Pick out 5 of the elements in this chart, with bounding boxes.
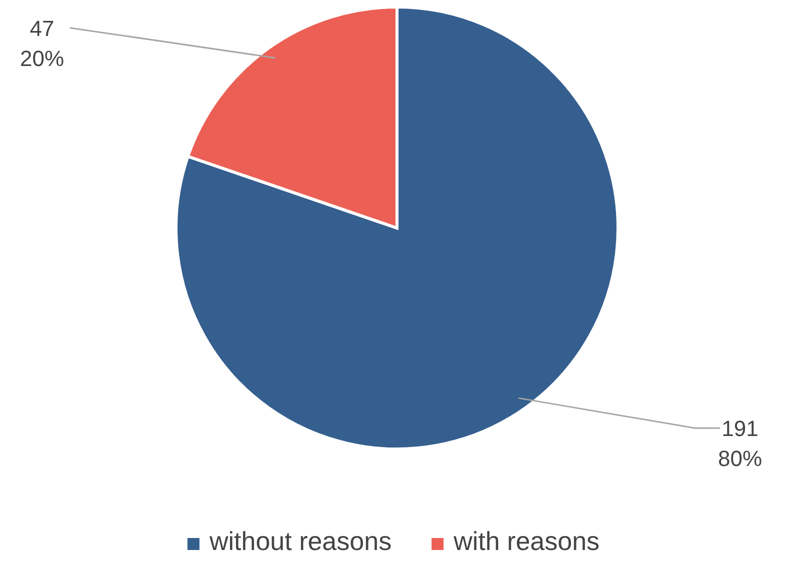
- legend-label: with reasons: [452, 526, 600, 556]
- data-label: 191 80%: [718, 416, 762, 472]
- legend-label: without reasons: [208, 526, 392, 556]
- data-label: 47 20%: [20, 16, 64, 71]
- pie-slice: [174, 6, 620, 450]
